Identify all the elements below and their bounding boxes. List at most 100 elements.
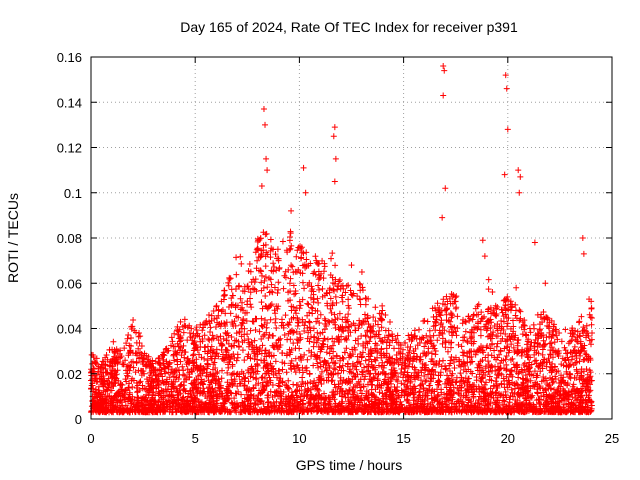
data-point — [222, 310, 229, 317]
data-point — [548, 369, 555, 376]
data-point — [166, 374, 173, 381]
data-point — [308, 283, 315, 290]
data-point — [488, 377, 495, 384]
data-point — [568, 337, 575, 344]
data-point — [460, 352, 467, 359]
data-point — [304, 325, 311, 331]
data-point — [332, 293, 339, 300]
data-point — [429, 343, 436, 350]
data-point — [486, 373, 493, 380]
data-point — [238, 321, 245, 328]
data-point — [518, 324, 525, 331]
data-point — [163, 345, 170, 352]
data-point — [261, 331, 268, 338]
data-point — [298, 254, 305, 261]
data-point — [588, 304, 595, 311]
data-point — [468, 329, 475, 336]
data-point — [321, 357, 328, 364]
data-point — [223, 387, 230, 394]
data-point — [356, 280, 363, 287]
data-point — [145, 353, 152, 360]
data-point — [212, 323, 219, 330]
data-point — [354, 359, 361, 366]
data-point — [497, 407, 504, 414]
data-point — [149, 394, 156, 401]
data-point — [512, 400, 519, 407]
data-point — [132, 369, 139, 376]
data-point — [514, 361, 521, 368]
data-point — [457, 370, 464, 377]
data-point — [108, 381, 115, 388]
data-point — [381, 376, 388, 383]
data-point — [421, 364, 428, 371]
data-point — [368, 358, 375, 365]
data-point — [123, 340, 130, 347]
data-point — [309, 310, 316, 317]
data-point — [420, 385, 427, 392]
data-point — [543, 391, 550, 398]
data-point — [441, 327, 448, 334]
data-point — [205, 402, 212, 409]
data-point — [372, 406, 379, 413]
data-point — [535, 350, 542, 357]
data-point — [249, 318, 256, 325]
data-point — [522, 372, 529, 379]
data-point — [452, 379, 459, 386]
data-point — [454, 313, 461, 320]
data-point — [379, 390, 386, 397]
data-point — [497, 338, 504, 345]
data-point — [259, 408, 266, 415]
data-point — [527, 343, 534, 350]
data-point — [92, 387, 99, 394]
data-point — [208, 336, 215, 343]
data-point — [582, 377, 589, 384]
data-point — [415, 326, 422, 333]
data-point — [102, 388, 109, 395]
data-point — [421, 343, 428, 350]
data-point — [289, 392, 296, 399]
data-point — [259, 305, 266, 312]
data-point — [313, 257, 320, 264]
data-point — [268, 301, 275, 308]
data-point — [492, 367, 499, 374]
data-point — [367, 333, 374, 340]
data-point — [460, 392, 467, 399]
data-point — [443, 311, 450, 318]
data-point — [186, 374, 193, 381]
data-point — [456, 362, 463, 369]
data-point — [563, 401, 570, 408]
data-point — [494, 327, 501, 334]
data-point — [89, 360, 96, 367]
data-point — [442, 365, 449, 372]
data-point — [341, 336, 348, 343]
data-point — [301, 261, 308, 268]
data-point — [274, 246, 281, 253]
data-point — [215, 337, 222, 344]
data-point — [467, 404, 474, 411]
data-point — [266, 331, 273, 338]
data-point — [464, 378, 471, 385]
data-point — [505, 377, 512, 384]
data-point — [484, 343, 491, 350]
data-point — [184, 366, 191, 373]
data-point — [108, 407, 115, 414]
data-point — [411, 376, 418, 383]
data-point — [247, 301, 254, 308]
data-point — [312, 271, 319, 278]
data-point — [398, 366, 405, 373]
data-point — [569, 394, 576, 401]
data-point — [332, 321, 339, 328]
data-point — [103, 404, 110, 411]
data-point — [476, 393, 483, 400]
data-point — [247, 327, 254, 334]
data-point — [100, 383, 107, 390]
data-point — [402, 377, 409, 384]
data-point — [496, 404, 503, 411]
data-point — [315, 400, 322, 407]
data-point — [378, 345, 385, 352]
data-point — [267, 236, 274, 243]
data-point — [176, 326, 183, 333]
data-point — [433, 319, 440, 326]
data-point — [283, 352, 290, 359]
